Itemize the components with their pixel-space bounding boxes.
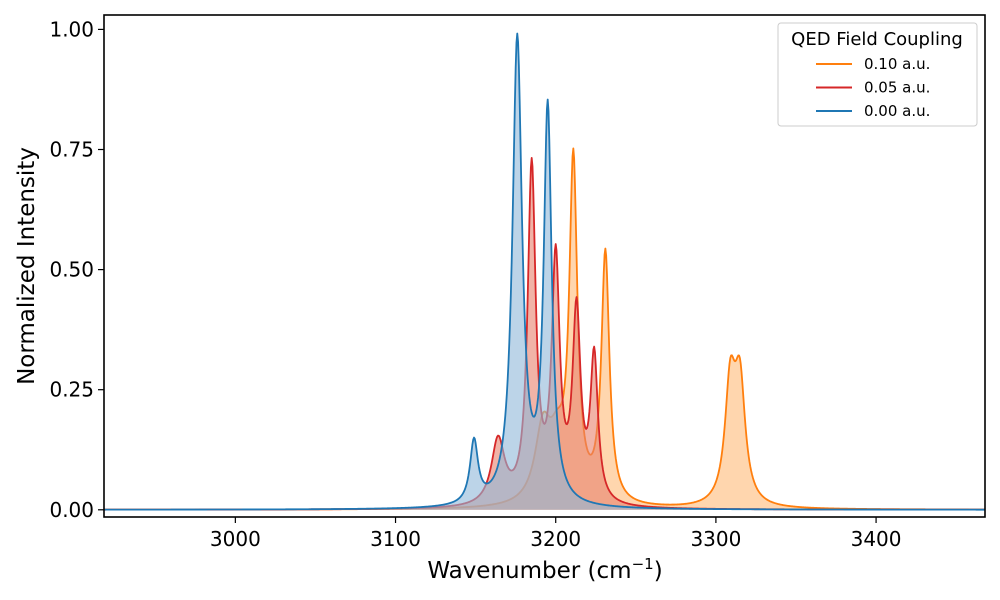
y-axis-title: Normalized Intensity — [14, 147, 40, 385]
plot-frame — [103, 14, 986, 518]
legend-title: QED Field Coupling — [791, 29, 963, 50]
legend-entry-label: 0.00 a.u. — [864, 102, 930, 120]
x-tick-label: 3300 — [690, 527, 741, 551]
legend-box — [777, 22, 978, 127]
x-tick-label: 3400 — [851, 527, 902, 551]
series-line — [104, 32, 985, 511]
x-axis-ticks: 3000 3100 3200 3300 3400 — [210, 517, 902, 551]
series-area — [104, 33, 985, 510]
x-axis-title-superscript: −1 — [632, 555, 654, 573]
x-axis-title-main: Wavenumber (cm — [427, 558, 631, 584]
y-tick-label: 0.00 — [49, 498, 94, 522]
legend-entry-label: 0.10 a.u. — [864, 55, 930, 73]
y-tick-label: 1.00 — [49, 17, 94, 41]
y-tick-label: 0.75 — [49, 138, 94, 162]
x-tick-label: 3200 — [530, 527, 581, 551]
legend: QED Field Coupling 0.10 a.u. 0.05 a.u. 0.0… — [777, 22, 978, 127]
series-layer — [104, 32, 985, 511]
x-tick-label: 3100 — [370, 527, 421, 551]
series-group — [104, 32, 985, 511]
y-tick-label: 0.50 — [49, 258, 94, 282]
y-tick-label: 0.25 — [49, 378, 94, 402]
x-axis-title: Wavenumber (cm−1) — [427, 555, 662, 584]
x-axis-title-suffix: ) — [654, 558, 663, 584]
x-tick-label: 3000 — [210, 527, 261, 551]
legend-entry-label: 0.05 a.u. — [864, 79, 930, 97]
legend-entries: 0.10 a.u. 0.05 a.u. 0.00 a.u. — [816, 55, 930, 120]
y-axis-ticks: 0.00 0.25 0.50 0.75 1.00 — [49, 17, 104, 522]
